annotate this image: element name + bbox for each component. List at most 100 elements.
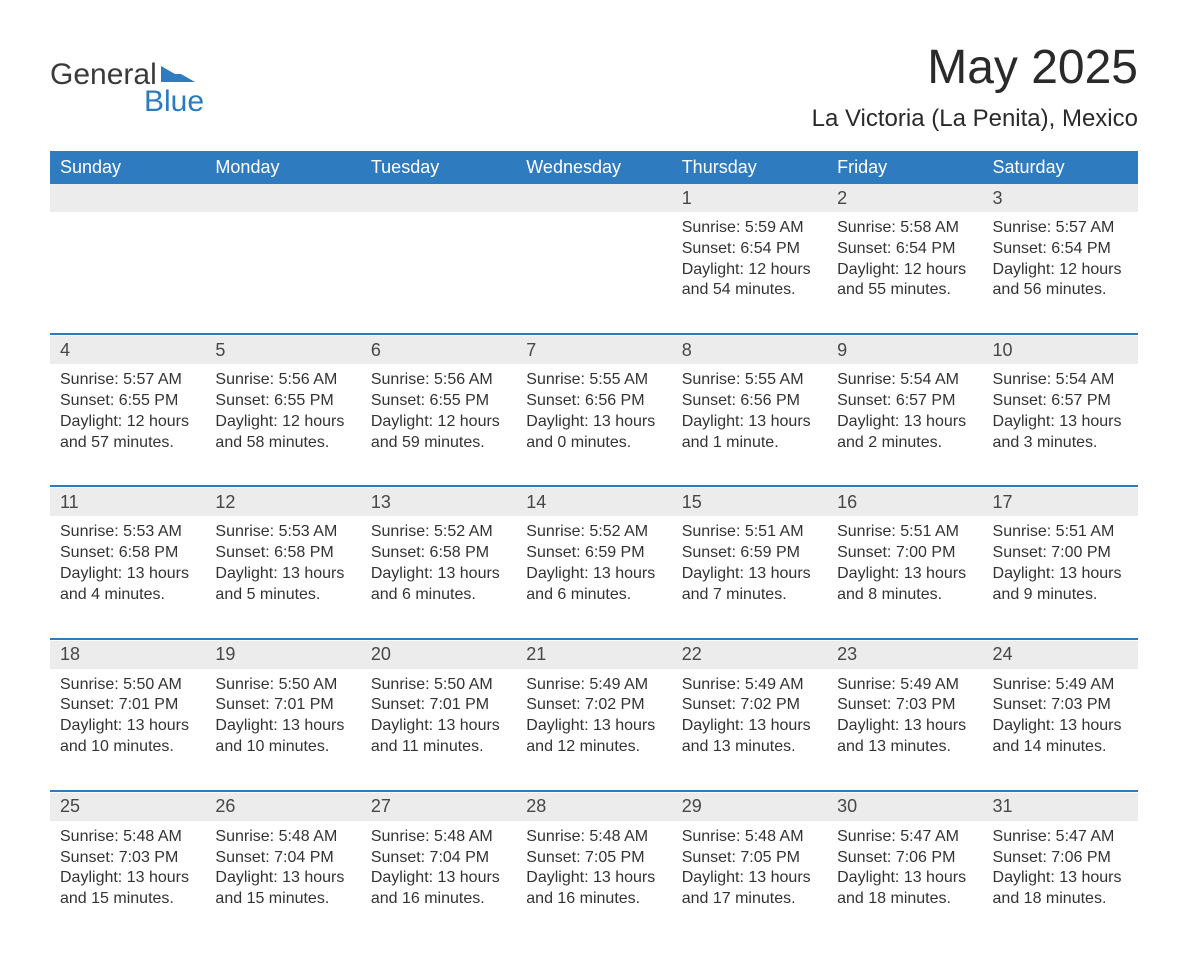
day-number-cell: 3 [983,184,1138,212]
sunset-text: Sunset: 6:54 PM [682,239,817,260]
day-number-cell: 27 [361,793,516,821]
sunset-text: Sunset: 7:03 PM [60,848,195,869]
day-number-cell: 4 [50,336,205,364]
day-number-row: 123 [50,184,1138,212]
sunrise-text: Sunrise: 5:48 AM [526,827,661,848]
sunrise-text: Sunrise: 5:54 AM [993,370,1128,391]
month-title: May 2025 [812,40,1138,95]
sunset-text: Sunset: 7:01 PM [371,695,506,716]
day-number-row: 18192021222324 [50,641,1138,669]
day-header: Sunday [50,151,205,184]
day-content-cell: Sunrise: 5:57 AMSunset: 6:54 PMDaylight:… [983,212,1138,334]
day-content-cell: Sunrise: 5:51 AMSunset: 7:00 PMDaylight:… [827,516,982,638]
daylight-text: Daylight: 13 hours and 17 minutes. [682,868,817,910]
sunrise-text: Sunrise: 5:57 AM [993,218,1128,239]
day-content-cell [361,212,516,334]
day-content-cell: Sunrise: 5:59 AMSunset: 6:54 PMDaylight:… [672,212,827,334]
brand-word2: Blue [144,88,204,115]
sunrise-text: Sunrise: 5:50 AM [215,675,350,696]
day-header: Tuesday [361,151,516,184]
daylight-text: Daylight: 13 hours and 1 minute. [682,412,817,454]
daylight-text: Daylight: 13 hours and 11 minutes. [371,716,506,758]
day-number-cell: 26 [205,793,360,821]
day-number-cell: 22 [672,641,827,669]
day-content-cell [50,212,205,334]
location-label: La Victoria (La Penita), Mexico [812,105,1138,133]
day-content-row: Sunrise: 5:57 AMSunset: 6:55 PMDaylight:… [50,364,1138,486]
day-number-cell: 21 [516,641,671,669]
day-content-cell: Sunrise: 5:56 AMSunset: 6:55 PMDaylight:… [361,364,516,486]
day-content-cell: Sunrise: 5:52 AMSunset: 6:59 PMDaylight:… [516,516,671,638]
calendar-body: 123Sunrise: 5:59 AMSunset: 6:54 PMDaylig… [50,184,1138,942]
sunset-text: Sunset: 7:00 PM [993,543,1128,564]
sunrise-text: Sunrise: 5:56 AM [215,370,350,391]
day-number-row: 11121314151617 [50,488,1138,516]
day-content-cell: Sunrise: 5:48 AMSunset: 7:05 PMDaylight:… [516,821,671,942]
day-content-cell: Sunrise: 5:48 AMSunset: 7:05 PMDaylight:… [672,821,827,942]
sunset-text: Sunset: 6:57 PM [837,391,972,412]
daylight-text: Daylight: 13 hours and 15 minutes. [60,868,195,910]
day-content-cell: Sunrise: 5:49 AMSunset: 7:02 PMDaylight:… [516,669,671,791]
sunrise-text: Sunrise: 5:55 AM [682,370,817,391]
sunset-text: Sunset: 7:02 PM [682,695,817,716]
day-number-cell: 19 [205,641,360,669]
sunset-text: Sunset: 7:00 PM [837,543,972,564]
day-number-cell: 16 [827,488,982,516]
sunrise-text: Sunrise: 5:51 AM [993,522,1128,543]
sunrise-text: Sunrise: 5:58 AM [837,218,972,239]
day-content-cell: Sunrise: 5:53 AMSunset: 6:58 PMDaylight:… [205,516,360,638]
day-content-row: Sunrise: 5:48 AMSunset: 7:03 PMDaylight:… [50,821,1138,942]
sunset-text: Sunset: 6:55 PM [60,391,195,412]
day-number-cell: 12 [205,488,360,516]
day-content-cell: Sunrise: 5:58 AMSunset: 6:54 PMDaylight:… [827,212,982,334]
daylight-text: Daylight: 12 hours and 55 minutes. [837,260,972,302]
daylight-text: Daylight: 13 hours and 6 minutes. [371,564,506,606]
sunrise-text: Sunrise: 5:47 AM [837,827,972,848]
day-number-cell: 5 [205,336,360,364]
sunset-text: Sunset: 6:55 PM [215,391,350,412]
day-content-cell: Sunrise: 5:47 AMSunset: 7:06 PMDaylight:… [827,821,982,942]
day-number-cell: 1 [672,184,827,212]
sunrise-text: Sunrise: 5:52 AM [371,522,506,543]
sunrise-text: Sunrise: 5:47 AM [993,827,1128,848]
day-number-cell: 10 [983,336,1138,364]
sunset-text: Sunset: 6:56 PM [682,391,817,412]
day-content-cell: Sunrise: 5:49 AMSunset: 7:02 PMDaylight:… [672,669,827,791]
day-content-cell [205,212,360,334]
day-number-cell: 14 [516,488,671,516]
sunset-text: Sunset: 7:02 PM [526,695,661,716]
brand-logo: General Blue [50,40,204,115]
sunset-text: Sunset: 6:56 PM [526,391,661,412]
day-number-cell: 9 [827,336,982,364]
day-number-cell: 15 [672,488,827,516]
day-number-cell: 11 [50,488,205,516]
daylight-text: Daylight: 13 hours and 10 minutes. [60,716,195,758]
day-header: Saturday [983,151,1138,184]
day-content-cell: Sunrise: 5:56 AMSunset: 6:55 PMDaylight:… [205,364,360,486]
day-content-cell: Sunrise: 5:49 AMSunset: 7:03 PMDaylight:… [983,669,1138,791]
sunset-text: Sunset: 7:03 PM [837,695,972,716]
daylight-text: Daylight: 12 hours and 57 minutes. [60,412,195,454]
daylight-text: Daylight: 13 hours and 8 minutes. [837,564,972,606]
sunrise-text: Sunrise: 5:52 AM [526,522,661,543]
sunrise-text: Sunrise: 5:48 AM [60,827,195,848]
day-content-cell: Sunrise: 5:50 AMSunset: 7:01 PMDaylight:… [361,669,516,791]
sunrise-text: Sunrise: 5:50 AM [60,675,195,696]
sunset-text: Sunset: 7:05 PM [682,848,817,869]
day-content-cell: Sunrise: 5:57 AMSunset: 6:55 PMDaylight:… [50,364,205,486]
sunrise-text: Sunrise: 5:54 AM [837,370,972,391]
daylight-text: Daylight: 13 hours and 2 minutes. [837,412,972,454]
day-header: Wednesday [516,151,671,184]
sunset-text: Sunset: 7:01 PM [60,695,195,716]
day-content-cell: Sunrise: 5:52 AMSunset: 6:58 PMDaylight:… [361,516,516,638]
sunset-text: Sunset: 7:03 PM [993,695,1128,716]
sunset-text: Sunset: 6:58 PM [60,543,195,564]
day-number-cell: 30 [827,793,982,821]
sunset-text: Sunset: 6:55 PM [371,391,506,412]
daylight-text: Daylight: 12 hours and 58 minutes. [215,412,350,454]
day-number-row: 45678910 [50,336,1138,364]
sunrise-text: Sunrise: 5:51 AM [837,522,972,543]
day-content-cell: Sunrise: 5:48 AMSunset: 7:04 PMDaylight:… [361,821,516,942]
daylight-text: Daylight: 13 hours and 13 minutes. [682,716,817,758]
daylight-text: Daylight: 13 hours and 16 minutes. [526,868,661,910]
